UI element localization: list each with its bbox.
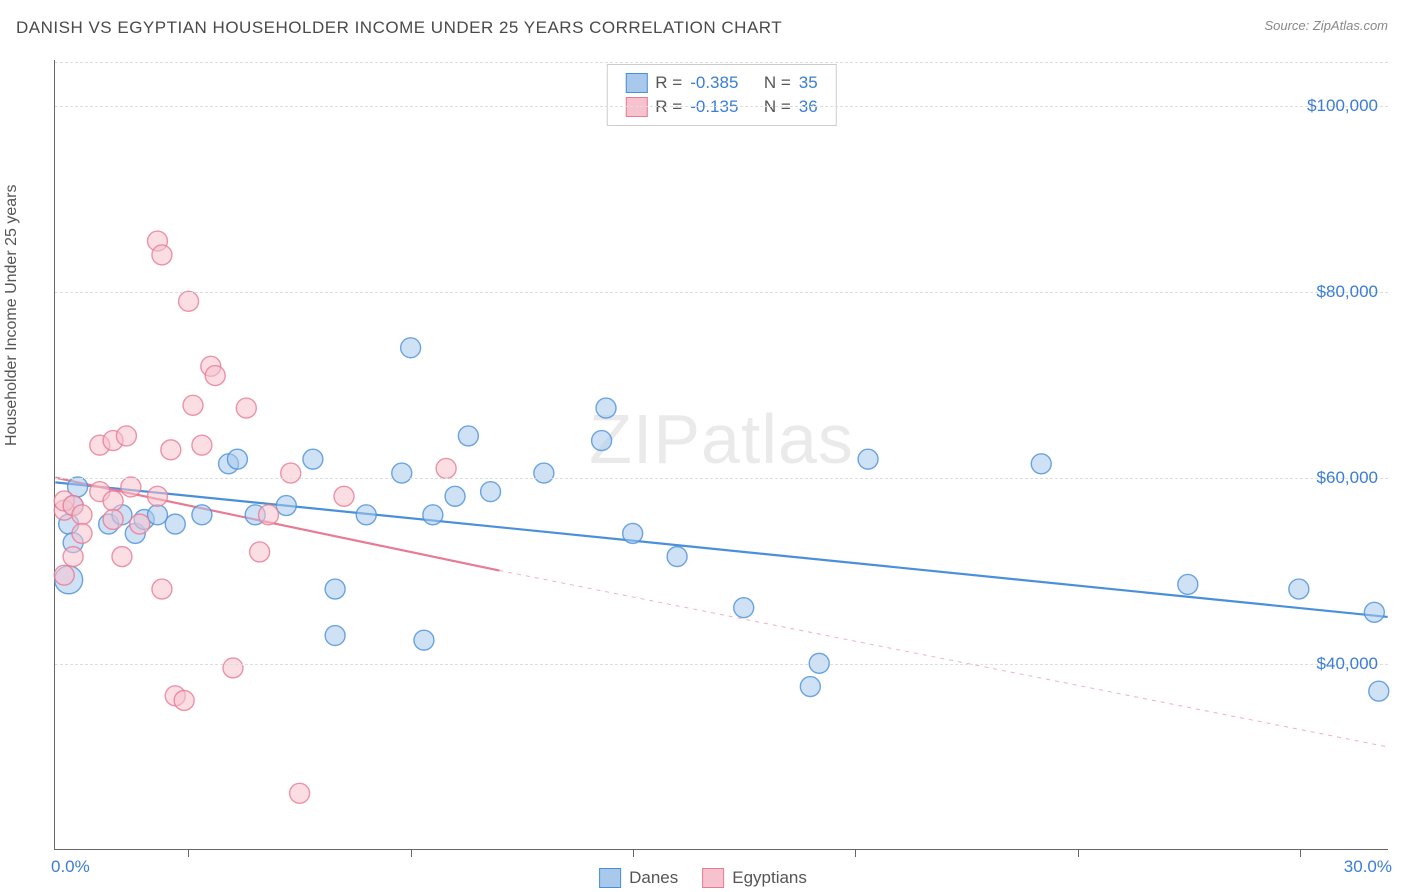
scatter-point [152, 579, 172, 599]
scatter-point [72, 505, 92, 525]
y-axis-label: Householder Income Under 25 years [3, 185, 21, 446]
gridline [55, 478, 1388, 479]
scatter-point [356, 505, 376, 525]
x-tick [855, 849, 856, 857]
scatter-point [179, 291, 199, 311]
stats-row-danes: R = -0.385 N = 35 [625, 71, 817, 95]
stats-legend: R = -0.385 N = 35 R = -0.135 N = 36 [606, 64, 836, 126]
scatter-point [116, 426, 136, 446]
scatter-point [445, 486, 465, 506]
plot-area: ZIPatlas R = -0.385 N = 35 R = -0.135 N … [54, 60, 1388, 850]
x-tick [1300, 849, 1301, 857]
scatter-point [325, 579, 345, 599]
scatter-point [54, 565, 74, 585]
y-tick-label: $60,000 [1317, 468, 1378, 488]
legend-label-danes: Danes [629, 868, 678, 888]
scatter-point [183, 395, 203, 415]
scatter-point [334, 486, 354, 506]
legend-label-egyptians: Egyptians [732, 868, 807, 888]
scatter-point [121, 477, 141, 497]
scatter-point [436, 458, 456, 478]
scatter-point [148, 505, 168, 525]
scatter-point [800, 677, 820, 697]
x-max-label: 30.0% [1344, 857, 1392, 877]
scatter-point [161, 440, 181, 460]
scatter-point [534, 463, 554, 483]
x-tick [1078, 849, 1079, 857]
egyptians-legend-swatch-icon [702, 868, 724, 888]
scatter-point [281, 463, 301, 483]
scatter-point [325, 626, 345, 646]
scatter-point [1289, 579, 1309, 599]
y-tick-label: $80,000 [1317, 282, 1378, 302]
scatter-point [414, 630, 434, 650]
scatter-point [192, 435, 212, 455]
scatter-point [667, 547, 687, 567]
scatter-point [1364, 602, 1384, 622]
scatter-point [227, 449, 247, 469]
scatter-point [148, 486, 168, 506]
scatter-point [250, 542, 270, 562]
scatter-point [112, 547, 132, 567]
gridline [55, 62, 1388, 63]
scatter-point [236, 398, 256, 418]
scatter-point [259, 505, 279, 525]
scatter-point [592, 431, 612, 451]
scatter-point [63, 547, 83, 567]
source-text: Source: ZipAtlas.com [1264, 18, 1388, 33]
scatter-point [165, 514, 185, 534]
bottom-legend: Danes Egyptians [599, 868, 807, 888]
n-label: N = [764, 73, 791, 93]
scatter-point [481, 482, 501, 502]
danes-r-value: -0.385 [690, 73, 738, 93]
scatter-point [1031, 454, 1051, 474]
scatter-point [192, 505, 212, 525]
y-tick-label: $100,000 [1307, 96, 1378, 116]
scatter-point [623, 523, 643, 543]
legend-item-danes: Danes [599, 868, 678, 888]
x-min-label: 0.0% [51, 857, 90, 877]
scatter-points-layer [55, 60, 1388, 849]
scatter-point [1178, 574, 1198, 594]
r-label: R = [655, 73, 682, 93]
scatter-point [103, 509, 123, 529]
chart-container: DANISH VS EGYPTIAN HOUSEHOLDER INCOME UN… [0, 0, 1406, 892]
scatter-point [423, 505, 443, 525]
scatter-point [174, 690, 194, 710]
scatter-point [401, 338, 421, 358]
y-tick-label: $40,000 [1317, 654, 1378, 674]
danes-n-value: 35 [799, 73, 818, 93]
scatter-point [276, 496, 296, 516]
gridline [55, 664, 1388, 665]
scatter-point [103, 491, 123, 511]
scatter-point [152, 245, 172, 265]
scatter-point [303, 449, 323, 469]
x-tick [633, 849, 634, 857]
danes-swatch-icon [625, 73, 647, 93]
gridline [55, 106, 1388, 107]
chart-title: DANISH VS EGYPTIAN HOUSEHOLDER INCOME UN… [16, 18, 782, 38]
scatter-point [458, 426, 478, 446]
scatter-point [130, 514, 150, 534]
scatter-point [392, 463, 412, 483]
scatter-point [205, 366, 225, 386]
x-tick [188, 849, 189, 857]
scatter-point [596, 398, 616, 418]
scatter-point [734, 598, 754, 618]
scatter-point [858, 449, 878, 469]
legend-item-egyptians: Egyptians [702, 868, 807, 888]
gridline [55, 292, 1388, 293]
x-tick [411, 849, 412, 857]
danes-legend-swatch-icon [599, 868, 621, 888]
scatter-point [290, 783, 310, 803]
scatter-point [72, 523, 92, 543]
scatter-point [223, 658, 243, 678]
scatter-point [1369, 681, 1389, 701]
